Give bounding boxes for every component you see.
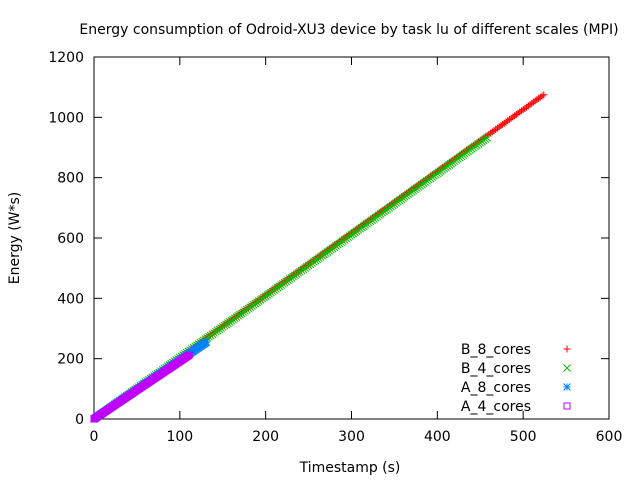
data-point [538,92,546,100]
y-tick-label: 800 [57,171,84,187]
legend-item: B_4_cores [461,361,571,377]
legend-item: A_8_cores [461,380,571,396]
x-tick-label: 100 [166,429,193,445]
x-tick-label: 600 [596,429,623,445]
y-tick-label: 1200 [48,50,84,66]
legend-item: A_4_cores [461,399,571,415]
legend-marker [563,402,571,410]
legend-marker [563,383,571,391]
y-tick-label: 400 [57,291,84,307]
data-point [185,351,193,359]
data-point [184,352,192,360]
legend-marker [563,364,571,372]
x-tick-label: 200 [252,429,279,445]
legend-label: B_4_cores [461,361,531,377]
x-axis: 0 100 200 300 400 500 600 [90,57,623,445]
x-axis-label: Timestamp (s) [299,460,401,476]
legend-label: A_8_cores [461,380,531,396]
y-tick-label: 1000 [48,110,84,126]
legend-label: A_4_cores [461,399,531,415]
x-tick-label: 400 [424,429,451,445]
x-tick-label: 0 [90,429,99,445]
y-tick-label: 200 [57,352,84,368]
y-axis-label: Energy (W*s) [7,192,23,285]
x-tick-label: 500 [510,429,537,445]
data-point [540,91,548,99]
legend: B_8_cores B_4_cores A_8_cores A_4_cores [461,342,571,415]
data-point [483,133,491,142]
y-tick-label: 0 [75,412,84,428]
chart-title: Energy consumption of Odroid-XU3 device … [79,22,618,38]
y-axis: 0 200 400 600 800 1000 1200 [48,50,609,428]
data-point [184,352,192,360]
series-a-4-cores [90,351,193,423]
y-tick-label: 600 [57,231,84,247]
legend-marker [563,345,571,353]
data-point [202,338,211,346]
legend-item: B_8_cores [461,342,571,358]
legend-label: B_8_cores [461,342,531,358]
series-layer [90,91,548,423]
x-tick-label: 300 [338,429,365,445]
